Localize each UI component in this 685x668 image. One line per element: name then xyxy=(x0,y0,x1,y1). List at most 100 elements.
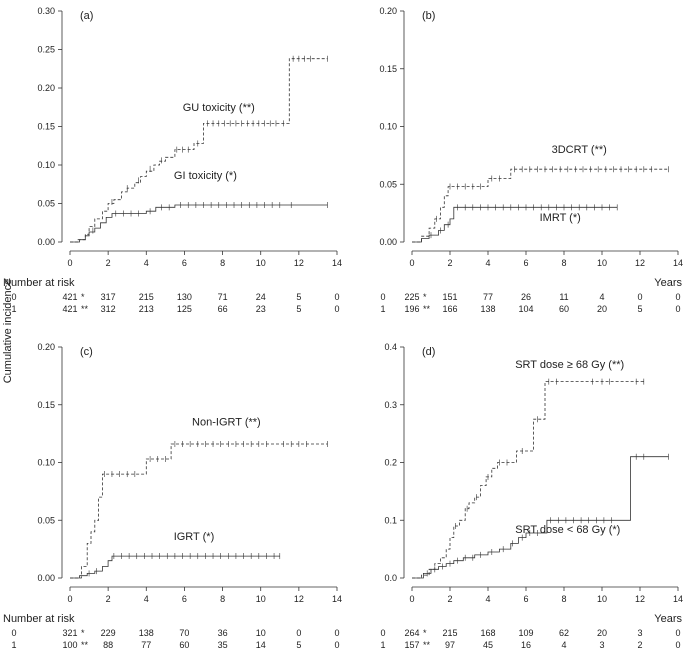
risk-table-title: Number at risk xyxy=(3,277,75,289)
risk-value: 60 xyxy=(559,304,569,314)
risk-value: 225 xyxy=(404,292,419,302)
x-tick-label: 12 xyxy=(635,594,645,604)
series-line-igrt xyxy=(70,555,280,579)
y-tick-label: 0.4 xyxy=(384,342,397,352)
y-tick-label: 0.2 xyxy=(384,458,397,468)
risk-value: 5 xyxy=(296,640,301,650)
x-tick-label: 0 xyxy=(409,594,414,604)
x-tick-label: 6 xyxy=(523,594,528,604)
risk-value: 71 xyxy=(218,292,228,302)
x-tick-label: 12 xyxy=(294,258,304,268)
y-tick-label: 0.10 xyxy=(37,160,55,170)
x-tick-label: 14 xyxy=(673,258,683,268)
y-tick-label: 0.0 xyxy=(384,573,397,583)
risk-value: 60 xyxy=(179,640,189,650)
risk-value: 104 xyxy=(518,304,533,314)
x-tick-label: 4 xyxy=(144,594,149,604)
panel-c: 0.000.050.100.150.200 2 4 6 8 10 12 14(c)Non-IG… xyxy=(3,342,342,650)
risk-group: 1 xyxy=(380,304,385,314)
risk-group: 0 xyxy=(11,628,16,638)
series-label: 3DCRT (**) xyxy=(552,144,607,156)
x-axis-label: Years xyxy=(654,613,682,625)
risk-value: 45 xyxy=(483,640,493,650)
x-tick-label: 6 xyxy=(523,258,528,268)
y-tick-label: 0.20 xyxy=(379,6,397,16)
x-tick-label: 8 xyxy=(561,594,566,604)
risk-value: 0 xyxy=(334,292,339,302)
series-label: IMRT (*) xyxy=(540,212,581,224)
risk-value: 0 xyxy=(675,640,680,650)
risk-value: 62 xyxy=(559,628,569,638)
x-axis-label: Years xyxy=(654,277,682,289)
risk-value: 157 xyxy=(404,640,419,650)
risk-value: 213 xyxy=(139,304,154,314)
risk-marker: * xyxy=(81,292,85,302)
risk-value: 151 xyxy=(442,292,457,302)
panels: 0.000.050.100.150.200.250.300 2 4 6 8 10 12 14(… xyxy=(3,6,683,650)
x-tick-label: 4 xyxy=(485,594,490,604)
risk-value: 109 xyxy=(518,628,533,638)
y-tick-label: 0.1 xyxy=(384,515,397,525)
x-tick-label: 10 xyxy=(597,594,607,604)
risk-marker: ** xyxy=(423,640,431,650)
y-tick-label: 0.3 xyxy=(384,400,397,410)
x-tick-label: 6 xyxy=(182,258,187,268)
x-tick-label: 8 xyxy=(220,258,225,268)
panel-b: 0.000.050.100.150.200 2 4 6 8 10 12 14(b)3DCRT … xyxy=(379,6,683,314)
series-label: IGRT (*) xyxy=(174,531,215,543)
series-label: SRT dose ≥ 68 Gy (**) xyxy=(515,359,624,371)
x-tick-label: 10 xyxy=(256,594,266,604)
risk-value: 229 xyxy=(101,628,116,638)
risk-marker: * xyxy=(81,628,85,638)
risk-value: 11 xyxy=(559,292,568,302)
x-tick-label: 2 xyxy=(447,594,452,604)
x-tick-label: 0 xyxy=(67,594,72,604)
risk-marker: * xyxy=(423,292,427,302)
risk-value: 70 xyxy=(179,628,189,638)
risk-value: 4 xyxy=(561,640,566,650)
y-tick-label: 0.20 xyxy=(37,342,55,352)
risk-value: 5 xyxy=(637,304,642,314)
risk-group: 1 xyxy=(11,640,16,650)
risk-value: 138 xyxy=(480,304,495,314)
y-tick-label: 0.00 xyxy=(37,237,55,247)
risk-group: 1 xyxy=(380,640,385,650)
y-tick-label: 0.30 xyxy=(37,6,55,16)
risk-value: 130 xyxy=(177,292,192,302)
risk-value: 215 xyxy=(139,292,154,302)
risk-value: 5 xyxy=(296,292,301,302)
risk-value: 125 xyxy=(177,304,192,314)
series-line-imrt xyxy=(412,206,618,243)
risk-marker: ** xyxy=(81,640,89,650)
x-tick-label: 14 xyxy=(332,258,342,268)
x-tick-label: 8 xyxy=(220,594,225,604)
risk-value: 215 xyxy=(442,628,457,638)
risk-group: 0 xyxy=(380,292,385,302)
risk-value: 264 xyxy=(404,628,419,638)
x-tick-label: 6 xyxy=(182,594,187,604)
risk-value: 20 xyxy=(597,628,607,638)
risk-group: 1 xyxy=(11,304,16,314)
y-tick-label: 0.10 xyxy=(379,122,397,132)
series-label: GU toxicity (**) xyxy=(183,102,255,114)
panel-letter: (d) xyxy=(422,346,435,358)
risk-value: 317 xyxy=(101,292,116,302)
risk-value: 5 xyxy=(296,304,301,314)
risk-value: 0 xyxy=(675,628,680,638)
risk-marker: * xyxy=(423,628,427,638)
risk-value: 20 xyxy=(597,304,607,314)
risk-value: 138 xyxy=(139,628,154,638)
risk-value: 0 xyxy=(296,628,301,638)
risk-value: 421 xyxy=(62,292,77,302)
x-tick-label: 12 xyxy=(294,594,304,604)
panel-letter: (b) xyxy=(422,10,435,22)
series-label: Non-IGRT (**) xyxy=(192,417,261,429)
x-tick-label: 2 xyxy=(106,258,111,268)
risk-value: 196 xyxy=(404,304,419,314)
series-line-non-igrt xyxy=(70,443,328,579)
risk-group: 0 xyxy=(11,292,16,302)
y-tick-label: 0.10 xyxy=(37,458,55,468)
y-tick-label: 0.05 xyxy=(37,199,55,209)
risk-value: 97 xyxy=(445,640,455,650)
